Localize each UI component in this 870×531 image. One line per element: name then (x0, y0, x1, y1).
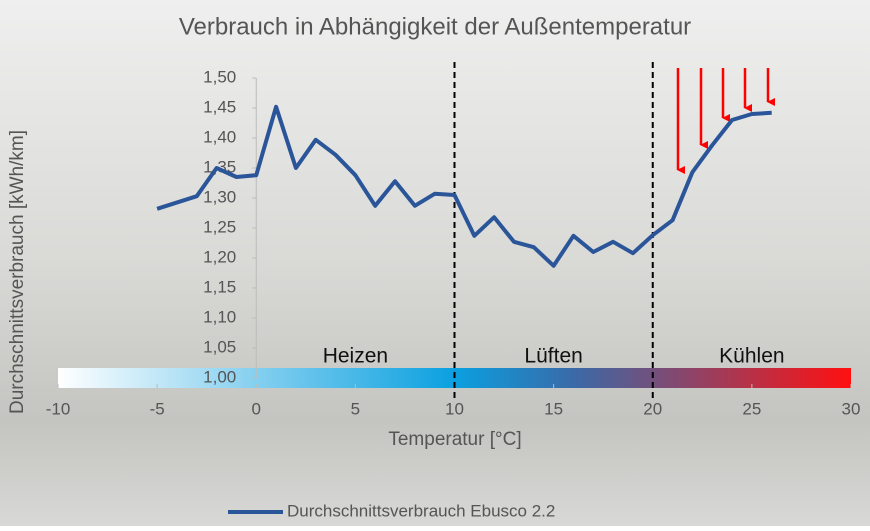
y-tick-label: 1,40 (203, 127, 236, 146)
x-tick-label: 30 (842, 399, 861, 418)
y-tick-label: 1,10 (203, 307, 236, 326)
y-tick-label: 1,15 (203, 277, 236, 296)
y-tick-label: 1,20 (203, 247, 236, 266)
y-axis-label: Durchschnittsverbrauch [kWh/km] (7, 130, 28, 414)
x-axis-label: Temperatur [°C] (388, 429, 521, 450)
x-tick-label: 15 (544, 399, 563, 418)
y-tick-label: 1,25 (203, 217, 236, 236)
region-label: Kühlen (719, 345, 784, 368)
x-tick-label: 25 (742, 399, 761, 418)
x-tick-label: 10 (445, 399, 464, 418)
x-tick-label: -10 (46, 399, 71, 418)
x-tick-label: 0 (252, 399, 261, 418)
x-tick-label: 20 (643, 399, 662, 418)
y-tick-label: 1,50 (203, 67, 236, 86)
x-tick-label: -5 (150, 399, 165, 418)
chart: Verbrauch in Abhängigkeit der Außentempe… (0, 0, 870, 526)
region-label: Heizen (323, 345, 388, 368)
y-tick-label: 1,05 (203, 337, 236, 356)
x-tick-label: 5 (351, 399, 360, 418)
chart-title: Verbrauch in Abhängigkeit der Außentempe… (179, 13, 691, 40)
legend-label: Durchschnittsverbrauch Ebusco 2.2 (287, 501, 555, 520)
y-tick-label: 1,00 (203, 367, 236, 386)
y-tick-label: 1,45 (203, 97, 236, 116)
y-tick-label: 1,30 (203, 187, 236, 206)
region-label: Lüften (524, 345, 582, 368)
